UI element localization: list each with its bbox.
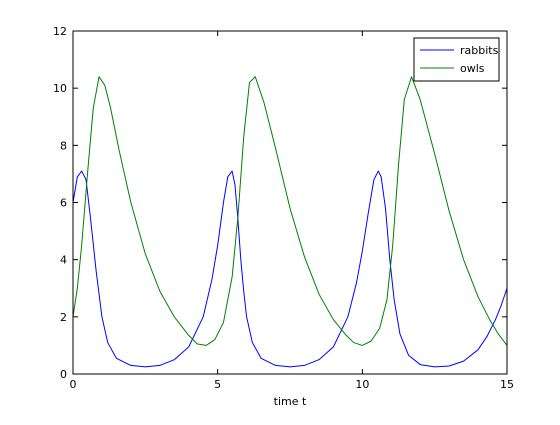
x-axis-label: time t [274,395,307,408]
legend-box [413,37,500,82]
legend-label-owls: owls [460,62,485,75]
series-line-rabbits [72,170,508,368]
y-tick-label: 12 [53,25,67,38]
y-tick-label: 0 [60,368,67,381]
x-tick-label: 0 [70,378,77,391]
y-tick-label: 6 [60,197,67,210]
x-tick-label: 10 [355,378,369,391]
plot-area [73,31,507,374]
y-tick-label: 2 [60,311,67,324]
series-line-owls [72,76,508,346]
y-tick-label: 4 [60,254,67,267]
y-tick-label: 10 [53,82,67,95]
x-tick-label: 5 [214,378,221,391]
x-tick-label: 15 [500,378,514,391]
y-tick-label: 8 [60,139,67,152]
legend-label-rabbits: rabbits [460,44,499,57]
tick-layer: 0 5 10 15 0 2 4 6 8 10 12 [53,25,514,391]
series-layer [72,76,508,368]
legend: rabbits owls [413,37,500,82]
